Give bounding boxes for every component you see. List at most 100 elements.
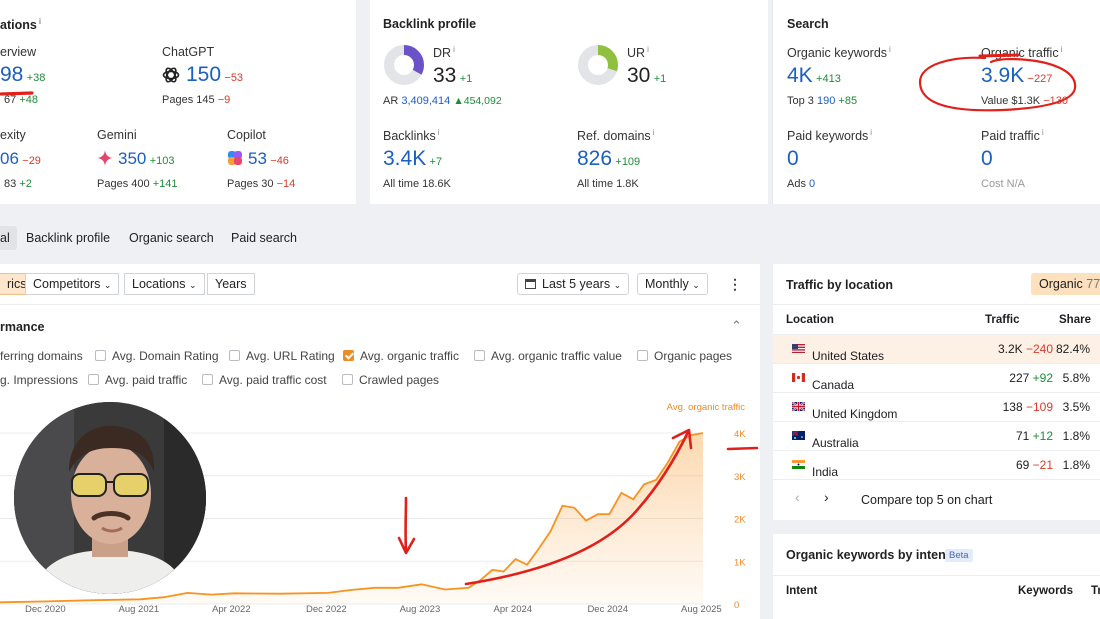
info-icon[interactable]: i [1041,128,1044,137]
tab-paid-search[interactable]: Paid search [231,231,298,245]
metric-checkbox[interactable]: Avg. URL Rating [229,349,335,363]
competitors-dropdown[interactable]: Competitors ⌄ [25,273,120,295]
metric-checkbox[interactable]: Avg. organic traffic value [474,349,622,363]
metric-checkbox[interactable]: Avg. paid traffic cost [202,373,327,387]
calendar-icon [525,279,536,289]
x-tick-label: Dec 2024 [587,604,628,615]
info-icon[interactable]: i [437,128,440,137]
period-dropdown[interactable]: Last 5 years ⌄ [517,273,630,295]
perplexity-metric[interactable]: 06 −29 [0,149,41,168]
chevron-down-icon: ⌄ [692,280,700,290]
checkbox-icon[interactable] [229,350,240,361]
metric-checkbox[interactable]: Organic pages [637,349,732,363]
metric-checkbox[interactable]: ferring domains [0,349,83,363]
organic-traffic-metric[interactable]: 3.9K −227 [981,64,1053,87]
share-cell: 1.8% [1062,429,1090,443]
checkbox-icon[interactable] [474,350,485,361]
location-row[interactable]: Canada 227 +92 5.8% [773,363,1100,392]
traffic-location-title: Traffic by location [786,278,893,292]
country-name: Canada [812,378,855,392]
chevron-down-icon: ⌄ [103,280,112,290]
checkbox-checked-icon[interactable] [343,350,354,361]
checkbox-icon[interactable] [95,350,106,361]
metric-checkbox-label: Crawled pages [359,373,440,387]
locations-dropdown[interactable]: Locations ⌄ [124,273,205,295]
ur-metric[interactable]: 30 +1 [627,64,667,87]
y-tick-label: 4K [734,429,746,440]
y-tick-label: 1K [734,557,746,568]
kebab-icon[interactable]: ⋮ [728,276,742,292]
copilot-pages: Pages 30 −14 [227,178,296,190]
dr-ring-chart [384,45,424,85]
traffic-value: 3.2K [997,342,1023,356]
ar-value[interactable]: AR 3,409,414 ▲454,092 [383,95,502,107]
info-icon[interactable]: i [647,45,649,54]
checkbox-icon[interactable] [88,374,99,385]
overview-metric[interactable]: 98 +38 [0,63,46,86]
chatgpt-metric[interactable]: 150 −53 [162,63,243,87]
chatgpt-icon [162,66,180,87]
backlinks-metric[interactable]: 3.4K +7 [383,147,443,170]
col-traffic: Tr [1091,585,1100,597]
flag-gb-icon [792,402,805,411]
divider [0,304,760,305]
location-row[interactable]: India 69 −21 1.8% [773,450,1100,479]
refdomains-metric[interactable]: 826 +109 [577,147,641,170]
country-name: Australia [812,436,859,450]
tab-backlink-profile[interactable]: Backlink profile [26,231,111,245]
x-tick-label: Aug 2021 [119,604,160,615]
metric-checkbox[interactable]: g. Impressions [0,373,78,387]
beta-badge: Beta [945,549,973,562]
info-icon[interactable]: i [889,45,891,54]
dr-metric[interactable]: 33 +1 [433,64,473,87]
info-icon[interactable]: i [652,128,655,137]
divider [773,479,1100,480]
checkbox-icon[interactable] [202,374,213,385]
metric-checkbox[interactable]: Avg. Domain Rating [95,349,219,363]
col-traffic: Traffic [985,314,1020,326]
share-cell: 3.5% [1062,400,1090,414]
traffic-delta: +92 [1032,371,1053,385]
tab-overview[interactable]: al [0,231,10,245]
tab-organic-search[interactable]: Organic search [129,231,214,245]
ads-value[interactable]: Ads 0 [787,178,816,190]
paid-traffic-metric[interactable]: 0 [981,147,993,170]
col-location: Location [786,314,834,326]
location-row[interactable]: Australia 71 +12 1.8% [773,421,1100,450]
prev-arrow-icon[interactable]: ‹ [795,489,800,505]
paid-keywords-metric[interactable]: 0 [787,147,799,170]
x-tick-label: Apr 2024 [494,604,533,615]
info-icon[interactable]: i [1060,45,1063,54]
traffic-value: 138 [1002,400,1023,414]
col-share: Share [1059,314,1091,326]
interval-dropdown[interactable]: Monthly ⌄ [637,273,708,295]
metric-checkbox[interactable]: Avg. organic traffic [343,349,459,363]
gemini-metric[interactable]: 350 +103 [97,149,175,169]
country-cell: India [792,458,838,479]
series-area [0,433,703,604]
metric-checkbox[interactable]: Crawled pages [342,373,439,387]
compare-top5-link[interactable]: Compare top 5 on chart [861,493,993,507]
info-icon[interactable]: i [38,17,42,26]
info-icon[interactable]: i [453,45,455,54]
location-row[interactable]: United States 3.2K −240 82.4% [773,334,1100,363]
checkbox-icon[interactable] [342,374,353,385]
series-line[interactable] [0,432,704,604]
years-button[interactable]: Years [207,273,255,295]
organic-keywords-metric[interactable]: 4K +413 [787,64,841,87]
metric-checkbox-label: Avg. paid traffic cost [219,373,327,387]
next-arrow-icon[interactable]: › [824,489,829,505]
top3-value[interactable]: Top 3 190 +85 [787,95,858,107]
location-row[interactable]: United Kingdom 138 −109 3.5% [773,392,1100,421]
info-icon[interactable]: i [870,128,873,137]
metric-checkbox[interactable]: Avg. paid traffic [88,373,187,387]
metric-checkbox-label: ferring domains [0,349,83,363]
organic-badge[interactable]: Organic 77 [1031,273,1100,295]
tab-overview-bg [0,226,17,250]
collapse-chevron-icon[interactable]: ⌃ [731,318,742,333]
series-label: Avg. organic traffic [667,402,746,413]
copilot-metric[interactable]: 53 −46 [227,149,289,169]
checkbox-icon[interactable] [637,350,648,361]
x-tick-label: Aug 2025 [681,604,722,615]
paid-keywords-label: Paid keywords i [787,128,873,144]
